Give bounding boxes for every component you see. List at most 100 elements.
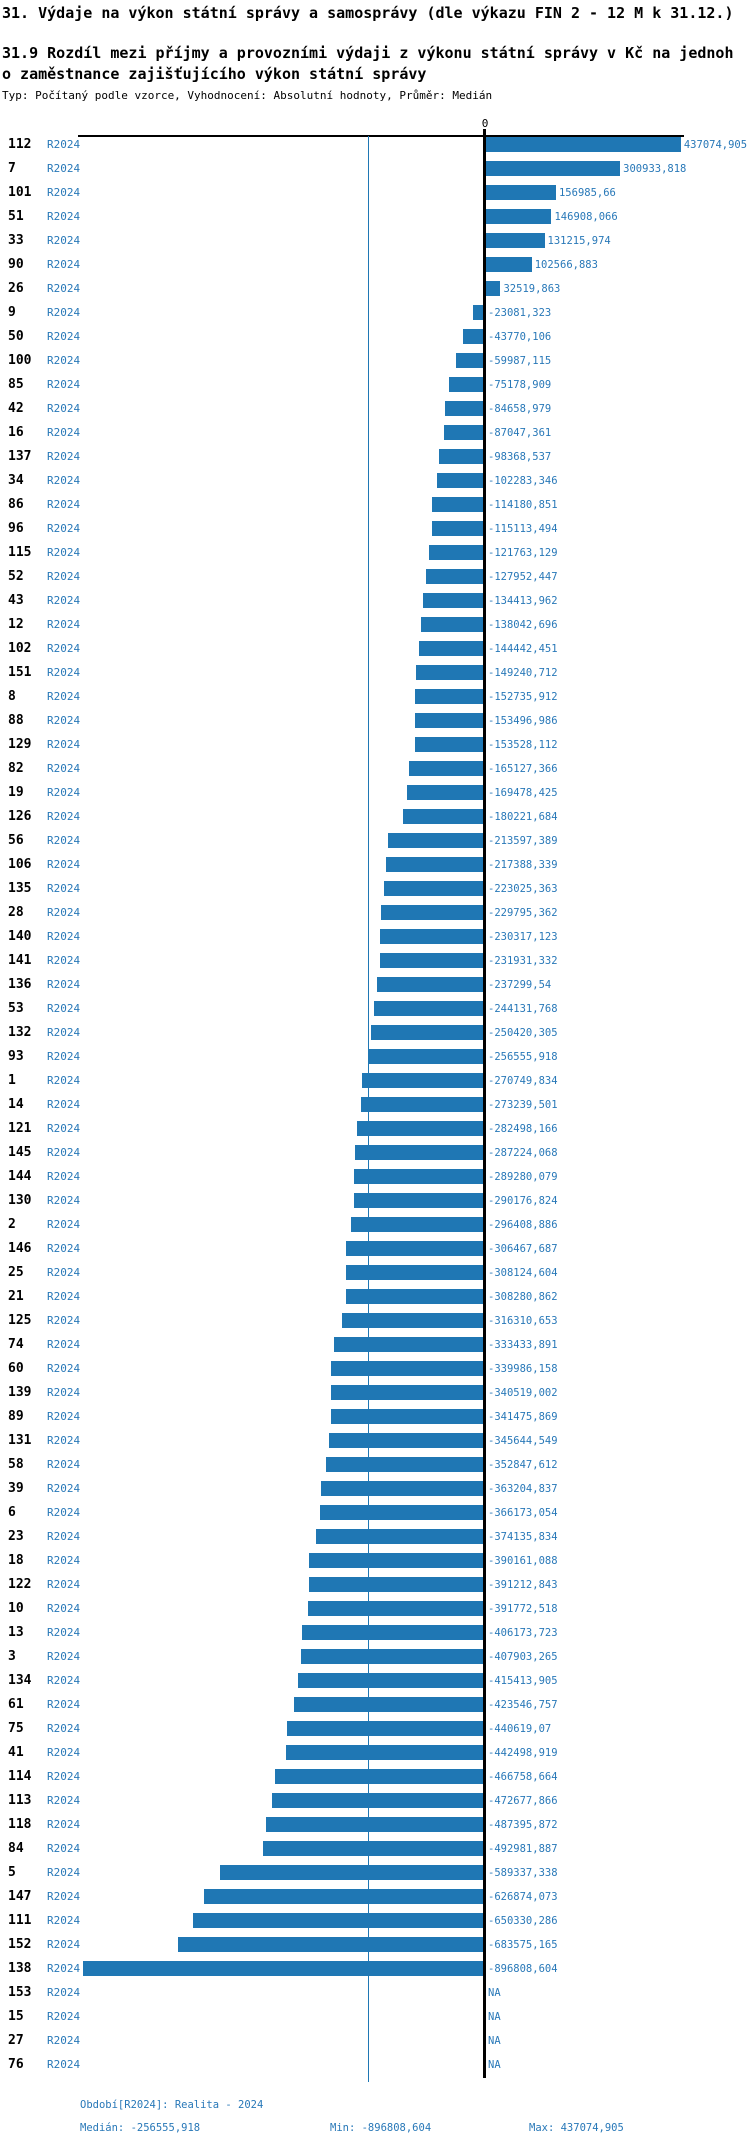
row-period-label: R2024 (47, 425, 81, 439)
row-bar (354, 1169, 483, 1184)
chart-row: 19 R2024 -169478,425 (0, 781, 750, 805)
chart-row: 130 R2024 -290176,824 (0, 1189, 750, 1213)
row-id-label: 18 (8, 1552, 24, 1568)
row-value-label: -352847,612 (488, 1458, 558, 1471)
chart-row: 145 R2024 -287224,068 (0, 1141, 750, 1165)
row-bar (416, 665, 483, 680)
row-id-label: 137 (8, 448, 32, 464)
chart-row: 93 R2024 -256555,918 (0, 1045, 750, 1069)
row-period-label: R2024 (47, 1769, 81, 1783)
row-id-label: 26 (8, 280, 24, 296)
footer-median: Medián: -256555,918 (80, 2122, 201, 2134)
row-period-label: R2024 (47, 1553, 81, 1567)
row-id-label: 96 (8, 520, 24, 536)
chart-row: 96 R2024 -115113,494 (0, 517, 750, 541)
row-value-label: -626874,073 (488, 1890, 558, 1903)
row-value-label: -339986,158 (488, 1362, 558, 1375)
row-id-label: 90 (8, 256, 24, 272)
row-value-label: -244131,768 (488, 1002, 558, 1015)
row-bar (486, 137, 681, 152)
row-id-label: 12 (8, 616, 24, 632)
row-id-label: 10 (8, 1600, 24, 1616)
row-value-label: -152735,912 (488, 690, 558, 703)
chart-row: 61 R2024 -423546,757 (0, 1693, 750, 1717)
row-period-label: R2024 (47, 1577, 81, 1591)
row-period-label: R2024 (47, 1841, 81, 1855)
row-id-label: 115 (8, 544, 32, 560)
row-id-label: 51 (8, 208, 24, 224)
row-id-label: 58 (8, 1456, 24, 1472)
chart-row: 111 R2024 -650330,286 (0, 1909, 750, 1933)
row-id-label: 15 (8, 2008, 24, 2024)
row-period-label: R2024 (47, 1433, 81, 1447)
row-bar (463, 329, 483, 344)
chart-row: 74 R2024 -333433,891 (0, 1333, 750, 1357)
row-period-label: R2024 (47, 953, 81, 967)
row-value-label: -472677,866 (488, 1794, 558, 1807)
chart-row: 27 R2024 NA (0, 2029, 750, 2053)
row-bar (83, 1961, 483, 1976)
row-period-label: R2024 (47, 2033, 81, 2047)
row-id-label: 33 (8, 232, 24, 248)
row-id-label: 132 (8, 1024, 32, 1040)
row-bar (331, 1361, 483, 1376)
row-value-label: -217388,339 (488, 858, 558, 871)
row-bar (379, 953, 483, 968)
row-bar (297, 1673, 483, 1688)
row-period-label: R2024 (47, 1217, 81, 1231)
row-value-label: -256555,918 (488, 1050, 558, 1063)
row-period-label: R2024 (47, 833, 81, 847)
row-period-label: R2024 (47, 1529, 81, 1543)
row-period-label: R2024 (47, 137, 81, 151)
row-value-label: -59987,115 (488, 354, 552, 367)
chart-row: 34 R2024 -102283,346 (0, 469, 750, 493)
row-id-label: 153 (8, 1984, 32, 2000)
row-bar (354, 1145, 483, 1160)
row-id-label: 74 (8, 1336, 24, 1352)
row-value-label: -366173,054 (488, 1506, 558, 1519)
row-period-label: R2024 (47, 641, 81, 655)
row-bar (432, 497, 483, 512)
row-id-label: 145 (8, 1144, 32, 1160)
row-bar (285, 1745, 483, 1760)
row-value-label: -127952,447 (488, 570, 558, 583)
row-value-label: -487395,872 (488, 1818, 558, 1831)
row-id-label: 1 (8, 1072, 16, 1088)
chart-row: 144 R2024 -289280,079 (0, 1165, 750, 1189)
row-value-label: -492981,887 (488, 1842, 558, 1855)
row-period-label: R2024 (47, 569, 81, 583)
row-id-label: 5 (8, 1864, 16, 1880)
row-id-label: 39 (8, 1480, 24, 1496)
chart-row: 135 R2024 -223025,363 (0, 877, 750, 901)
row-period-label: R2024 (47, 1673, 81, 1687)
row-value-label: -363204,837 (488, 1482, 558, 1495)
row-bar (330, 1409, 483, 1424)
row-value-label: 32519,863 (503, 282, 561, 295)
chart-row: 52 R2024 -127952,447 (0, 565, 750, 589)
row-bar (178, 1937, 483, 1952)
row-period-label: R2024 (47, 353, 81, 367)
row-period-label: R2024 (47, 857, 81, 871)
chart-row: 18 R2024 -390161,088 (0, 1549, 750, 1573)
chart-row: 6 R2024 -366173,054 (0, 1501, 750, 1525)
row-period-label: R2024 (47, 521, 81, 535)
chart-row: 136 R2024 -237299,54 (0, 973, 750, 997)
row-id-label: 125 (8, 1312, 32, 1328)
row-bar (380, 905, 483, 920)
row-bar (361, 1097, 483, 1112)
row-period-label: R2024 (47, 761, 81, 775)
row-bar (321, 1481, 483, 1496)
chart-row: 114 R2024 -466758,664 (0, 1765, 750, 1789)
row-id-label: 16 (8, 424, 24, 440)
row-period-label: R2024 (47, 977, 81, 991)
row-period-label: R2024 (47, 593, 81, 607)
row-period-label: R2024 (47, 1145, 81, 1159)
row-id-label: 86 (8, 496, 24, 512)
row-bar (325, 1457, 483, 1472)
row-period-label: R2024 (47, 1049, 81, 1063)
row-bar (193, 1913, 483, 1928)
row-period-label: R2024 (47, 185, 81, 199)
chart-row: 86 R2024 -114180,851 (0, 493, 750, 517)
chart-row: 121 R2024 -282498,166 (0, 1117, 750, 1141)
